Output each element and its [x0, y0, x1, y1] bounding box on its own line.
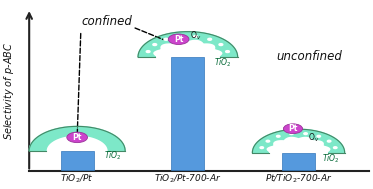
Bar: [60, 151, 94, 170]
Text: O$_v$: O$_v$: [308, 132, 319, 144]
Circle shape: [327, 140, 331, 142]
Text: O$_v$: O$_v$: [190, 30, 201, 43]
Circle shape: [317, 135, 320, 137]
Text: unconfined: unconfined: [277, 50, 342, 64]
Circle shape: [304, 133, 307, 135]
Circle shape: [219, 44, 223, 46]
Text: Pt: Pt: [72, 133, 82, 142]
Text: Selectivity of $p$-ABC: Selectivity of $p$-ABC: [2, 42, 16, 140]
Polygon shape: [138, 32, 238, 57]
Text: Pt/TiO$_2$-700-Ar: Pt/TiO$_2$-700-Ar: [265, 173, 332, 185]
Bar: [171, 57, 204, 170]
Text: Pt: Pt: [174, 35, 183, 44]
Circle shape: [283, 124, 303, 134]
Circle shape: [333, 147, 337, 149]
Circle shape: [178, 36, 182, 37]
Text: TiO$_2$: TiO$_2$: [323, 152, 340, 165]
Circle shape: [266, 140, 270, 142]
Text: TiO$_2$/Pt-700-Ar: TiO$_2$/Pt-700-Ar: [154, 173, 222, 185]
Text: TiO$_2$: TiO$_2$: [214, 57, 232, 69]
Circle shape: [290, 133, 293, 135]
Circle shape: [153, 44, 157, 46]
Circle shape: [67, 132, 88, 143]
Circle shape: [168, 34, 189, 44]
Bar: [282, 153, 315, 170]
Text: Pt: Pt: [288, 124, 298, 133]
Circle shape: [208, 38, 211, 40]
Polygon shape: [253, 129, 345, 153]
Circle shape: [276, 135, 280, 137]
Circle shape: [194, 36, 197, 37]
Polygon shape: [29, 126, 125, 151]
Circle shape: [146, 51, 150, 53]
Text: confined: confined: [81, 15, 132, 28]
Circle shape: [226, 51, 229, 53]
Circle shape: [260, 147, 263, 149]
Circle shape: [164, 38, 168, 40]
Text: TiO$_2$: TiO$_2$: [104, 150, 121, 162]
Text: TiO$_2$/Pt: TiO$_2$/Pt: [60, 173, 94, 185]
